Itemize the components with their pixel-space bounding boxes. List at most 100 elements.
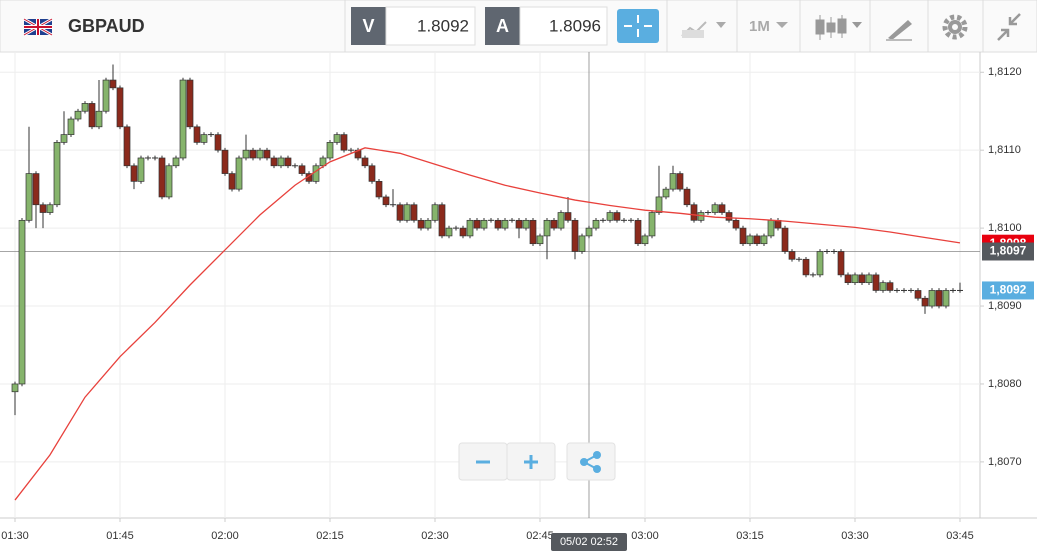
candle-body	[774, 219, 782, 229]
candle-body	[459, 227, 467, 237]
candle-body	[361, 157, 369, 167]
share-button[interactable]	[566, 442, 616, 481]
candle-body	[333, 134, 341, 143]
candle-body	[32, 173, 40, 206]
candle-body	[46, 204, 54, 213]
candle-body	[130, 165, 138, 182]
ask-box	[519, 6, 608, 46]
candle-body	[942, 290, 950, 307]
drawing-button[interactable]	[886, 20, 912, 41]
timeframe[interactable]: 1M	[749, 18, 770, 35]
candle-body	[536, 235, 544, 245]
x-tick-label: 03:00	[631, 530, 659, 542]
x-tick-label: 03:45	[946, 530, 974, 542]
candle-body	[641, 235, 649, 245]
candle-body	[669, 173, 677, 190]
candle-body	[816, 251, 824, 276]
candle-body	[137, 157, 145, 182]
bid-badge	[351, 7, 386, 45]
candle-body	[403, 204, 411, 221]
y-tick-label: 1,8080	[988, 378, 1022, 390]
candle-body	[95, 110, 103, 128]
x-tick-label: 02:45	[526, 530, 554, 542]
candle-body	[725, 212, 733, 221]
y-tick-label: 1,8110	[988, 144, 1021, 156]
candle-body	[837, 251, 845, 276]
y-tick-label: 1,8120	[988, 66, 1022, 78]
bid-label: V	[362, 16, 374, 36]
moving-average-line	[14, 147, 961, 501]
candle-body	[529, 219, 537, 245]
candle-body	[550, 219, 558, 229]
candle-body	[424, 219, 432, 229]
candle-body	[879, 282, 887, 291]
candle-body	[53, 142, 61, 206]
candle-body	[88, 103, 96, 128]
candle-body	[102, 79, 110, 112]
candle-body	[564, 212, 572, 221]
collapse-button[interactable]	[997, 13, 1021, 41]
candle-body	[74, 110, 82, 120]
candle-body	[375, 181, 383, 198]
settings-button[interactable]	[942, 14, 968, 40]
candle-body	[466, 219, 474, 237]
candle-body	[578, 235, 586, 252]
y-tick-label: 1,8090	[988, 300, 1022, 312]
candle-body	[802, 258, 810, 276]
candle-body	[935, 290, 943, 307]
plot-area	[0, 52, 980, 518]
price-tag-label: 1,8092	[990, 283, 1027, 297]
candle-body	[165, 165, 173, 198]
price-tag	[982, 281, 1034, 300]
candle-body	[690, 204, 698, 221]
candle-body	[865, 274, 873, 284]
candle-body	[249, 149, 257, 159]
candle-body	[25, 173, 33, 221]
candle-body	[655, 196, 663, 213]
ask-label: A	[496, 16, 509, 36]
candle-body	[613, 212, 621, 221]
chart-type-button[interactable]	[681, 21, 726, 38]
candle-body	[270, 157, 278, 167]
x-tick-label: 02:30	[421, 530, 449, 542]
candle-style-button[interactable]	[815, 15, 862, 40]
candle-body	[886, 282, 894, 291]
candle-body	[711, 204, 719, 213]
candle-body	[746, 235, 754, 245]
candle-body	[683, 188, 691, 206]
candle-body	[158, 157, 166, 198]
x-tick-label: 03:30	[841, 530, 869, 542]
candle-body	[445, 227, 453, 237]
candle-body	[781, 227, 789, 252]
candle-body	[760, 235, 768, 245]
candle-body	[340, 134, 348, 151]
candle-body	[473, 219, 481, 229]
candle-body	[256, 149, 264, 159]
flag-icon	[23, 17, 53, 37]
bid-box	[385, 6, 476, 46]
candle-body	[592, 219, 600, 229]
candle-body	[739, 227, 747, 245]
candle-body	[851, 274, 859, 284]
candle-body	[788, 251, 796, 260]
zoom-controls	[458, 442, 616, 481]
candle-body	[39, 204, 47, 213]
candle-body	[438, 204, 446, 237]
candle-body	[753, 235, 761, 245]
x-tick-label: 02:00	[211, 530, 239, 542]
candle-body	[410, 204, 418, 221]
x-tick-label: 01:30	[1, 530, 29, 542]
candle-body	[81, 103, 89, 112]
candle-body	[557, 212, 565, 229]
crosshair-time-label: 05/02 02:52	[560, 536, 618, 548]
y-tick-label: 1,8100	[988, 222, 1022, 234]
candle-body	[571, 219, 579, 252]
y-tick-label: 1,8070	[988, 456, 1022, 468]
candle-body	[522, 219, 530, 229]
candle-body	[767, 219, 775, 237]
candle-body	[417, 219, 425, 229]
candle-body	[116, 87, 124, 128]
candle-body	[326, 142, 334, 159]
crosshair-button[interactable]	[617, 9, 659, 43]
